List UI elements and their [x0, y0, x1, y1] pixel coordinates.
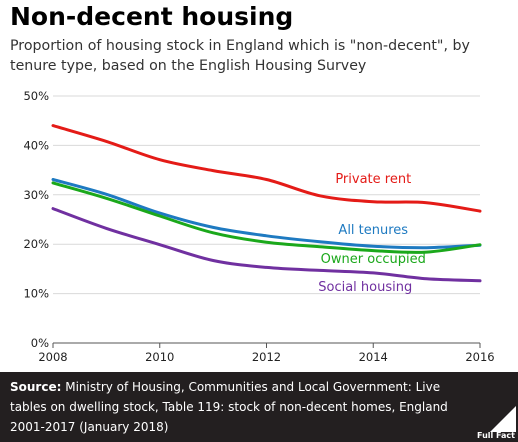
x-tick-label-2014: 2014 [359, 350, 388, 364]
chart-title: Non-decent housing [10, 2, 294, 31]
series-label-social-housing: Social housing [318, 280, 412, 295]
chart-subtitle: Proportion of housing stock in England w… [10, 38, 470, 74]
full-fact-logo-icon [482, 406, 516, 440]
y-tick-label-50: 50% [23, 89, 49, 103]
source-note: Source: Ministry of Housing, Communities… [10, 377, 468, 437]
source-footer: Source: Ministry of Housing, Communities… [0, 372, 518, 442]
series-label-owner-occupied: Owner occupied [321, 252, 426, 267]
y-tick-label-10: 10% [23, 287, 49, 301]
series-line-private-rent [51, 124, 482, 213]
logo-text: Full Fact [477, 431, 515, 440]
y-tick-label-0: 0% [31, 336, 49, 350]
y-tick-label-20: 20% [23, 237, 49, 251]
x-tick-label-2010: 2010 [145, 350, 174, 364]
source-text: Ministry of Housing, Communities and Loc… [10, 380, 448, 434]
source-label: Source: [10, 380, 62, 394]
y-tick-label-30: 30% [23, 188, 49, 202]
x-tick-label-2008: 2008 [38, 350, 67, 364]
series-line-all-tenures [51, 178, 482, 250]
line-chart: 0% 10% 20% 30% 40% 50% 2008 2010 2012 2014 2016 Pri… [23, 89, 494, 364]
series-label-all-tenures: All tenures [338, 223, 408, 238]
series-line-social-housing [51, 207, 482, 283]
series-line-owner-occupied [51, 181, 482, 254]
y-tick-label-40: 40% [23, 138, 49, 152]
series-label-private-rent: Private rent [335, 172, 411, 187]
x-tick-label-2012: 2012 [252, 350, 281, 364]
x-tick-label-2016: 2016 [465, 350, 494, 364]
